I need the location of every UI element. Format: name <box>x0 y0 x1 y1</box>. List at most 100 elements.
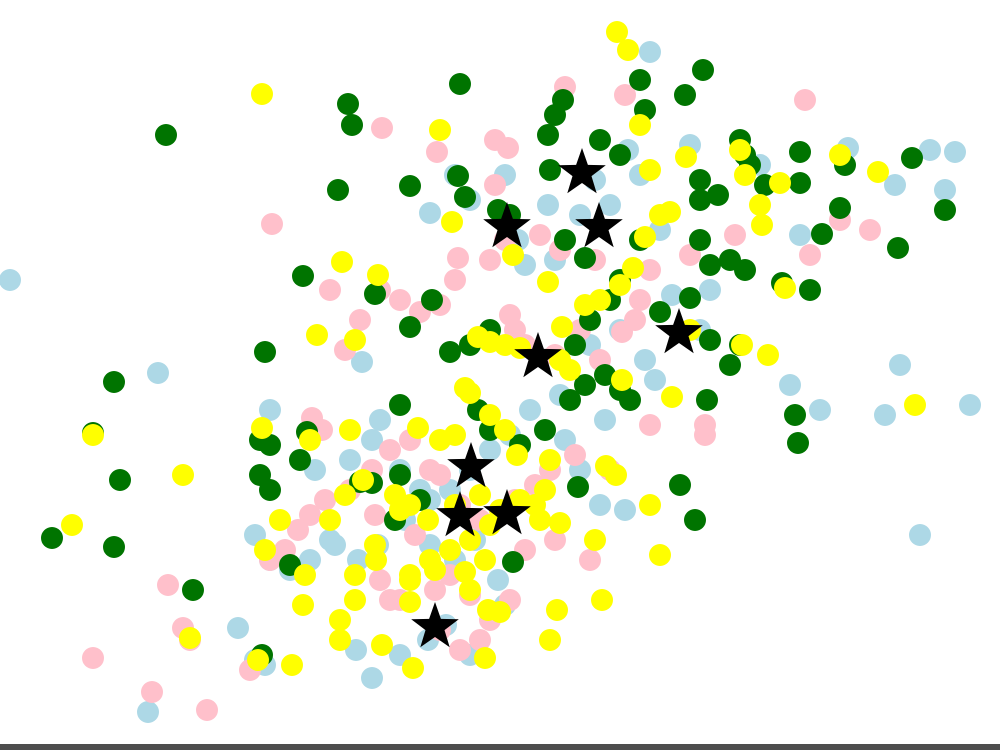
scatter-point <box>389 394 411 416</box>
scatter-point <box>306 324 328 346</box>
scatter-point <box>371 117 393 139</box>
scatter-point <box>419 459 441 481</box>
star-point <box>575 202 623 248</box>
scatter-point <box>254 341 276 363</box>
scatter-point <box>579 549 601 571</box>
scatter-point <box>344 564 366 586</box>
scatter-point <box>617 39 639 61</box>
scatter-point <box>339 449 361 471</box>
scatter-point <box>589 129 611 151</box>
scatter-point <box>674 84 696 106</box>
scatter-point <box>719 354 741 376</box>
scatter-point <box>689 189 711 211</box>
scatter-point <box>251 417 273 439</box>
scatter-point <box>509 489 531 511</box>
scatter-point <box>811 223 833 245</box>
scatter-point <box>639 414 661 436</box>
scatter-point <box>259 434 281 456</box>
scatter-point <box>441 211 463 233</box>
scatter-point <box>829 144 851 166</box>
scatter-point <box>497 137 519 159</box>
scatter-point <box>799 279 821 301</box>
scatter-point <box>784 404 806 426</box>
scatter-point <box>707 184 729 206</box>
scatter-point <box>419 202 441 224</box>
scatter-point <box>419 549 441 571</box>
scatter-point <box>829 197 851 219</box>
scatter-point <box>479 404 501 426</box>
scatter-point <box>789 172 811 194</box>
scatter-point <box>109 469 131 491</box>
scatter-point <box>479 439 501 461</box>
scatter-point <box>399 494 421 516</box>
star-point <box>655 308 703 354</box>
scatter-series-3 <box>61 21 926 679</box>
scatter-point <box>614 499 636 521</box>
scatter-point <box>361 667 383 689</box>
scatter-point <box>774 277 796 299</box>
scatter-point <box>629 114 651 136</box>
star-point <box>558 148 606 194</box>
scatter-point <box>699 254 721 276</box>
scatter-point <box>574 247 596 269</box>
scatter-point <box>339 419 361 441</box>
scatter-point <box>247 649 269 671</box>
scatter-point <box>901 147 923 169</box>
scatter-point <box>567 476 589 498</box>
scatter-point <box>809 399 831 421</box>
scatter-point <box>331 251 353 273</box>
scatter-point <box>757 344 779 366</box>
scatter-point <box>399 564 421 586</box>
scatter-point <box>634 226 656 248</box>
scatter-point <box>281 654 303 676</box>
scatter-point <box>484 174 506 196</box>
scatter-point <box>454 186 476 208</box>
scatter-point <box>41 527 63 549</box>
scatter-point <box>369 409 391 431</box>
scatter-point <box>787 432 809 454</box>
scatter-point <box>179 627 201 649</box>
scatter-point <box>789 141 811 163</box>
scatter-point <box>769 172 791 194</box>
scatter-point <box>611 321 633 343</box>
scatter-point <box>404 524 426 546</box>
scatter-point <box>609 144 631 166</box>
scatter-point <box>334 484 356 506</box>
scatter-point <box>574 374 596 396</box>
scatter-point <box>639 259 661 281</box>
scatter-point <box>959 394 981 416</box>
scatter-point <box>539 629 561 651</box>
scatter-point <box>719 249 741 271</box>
scatter-point <box>564 334 586 356</box>
scatter-point <box>549 512 571 534</box>
scatter-point <box>319 509 341 531</box>
scatter-point <box>344 329 366 351</box>
scatter-point <box>319 279 341 301</box>
scatter-point <box>919 139 941 161</box>
scatter-point <box>447 247 469 269</box>
scatter-point <box>539 449 561 471</box>
scatter-point <box>364 283 386 305</box>
scatter-point <box>934 179 956 201</box>
scatter-point <box>699 279 721 301</box>
scatter-point <box>554 229 576 251</box>
star-point <box>411 602 459 648</box>
scatter-point <box>724 224 746 246</box>
scatter-point <box>794 89 816 111</box>
scatter-point <box>227 617 249 639</box>
scatter-point <box>417 509 439 531</box>
scatter-point <box>559 389 581 411</box>
scatter-point <box>887 237 909 259</box>
scatter-point <box>751 214 773 236</box>
scatter-point <box>402 657 424 679</box>
scatter-point <box>449 73 471 95</box>
scatter-point <box>489 601 511 623</box>
scatter-point <box>729 139 751 161</box>
scatter-point <box>552 89 574 111</box>
scatter-point <box>649 301 671 323</box>
scatter-point <box>251 83 273 105</box>
scatter-point <box>546 599 568 621</box>
scatter-series-2 <box>41 59 956 666</box>
scatter-point <box>639 159 661 181</box>
